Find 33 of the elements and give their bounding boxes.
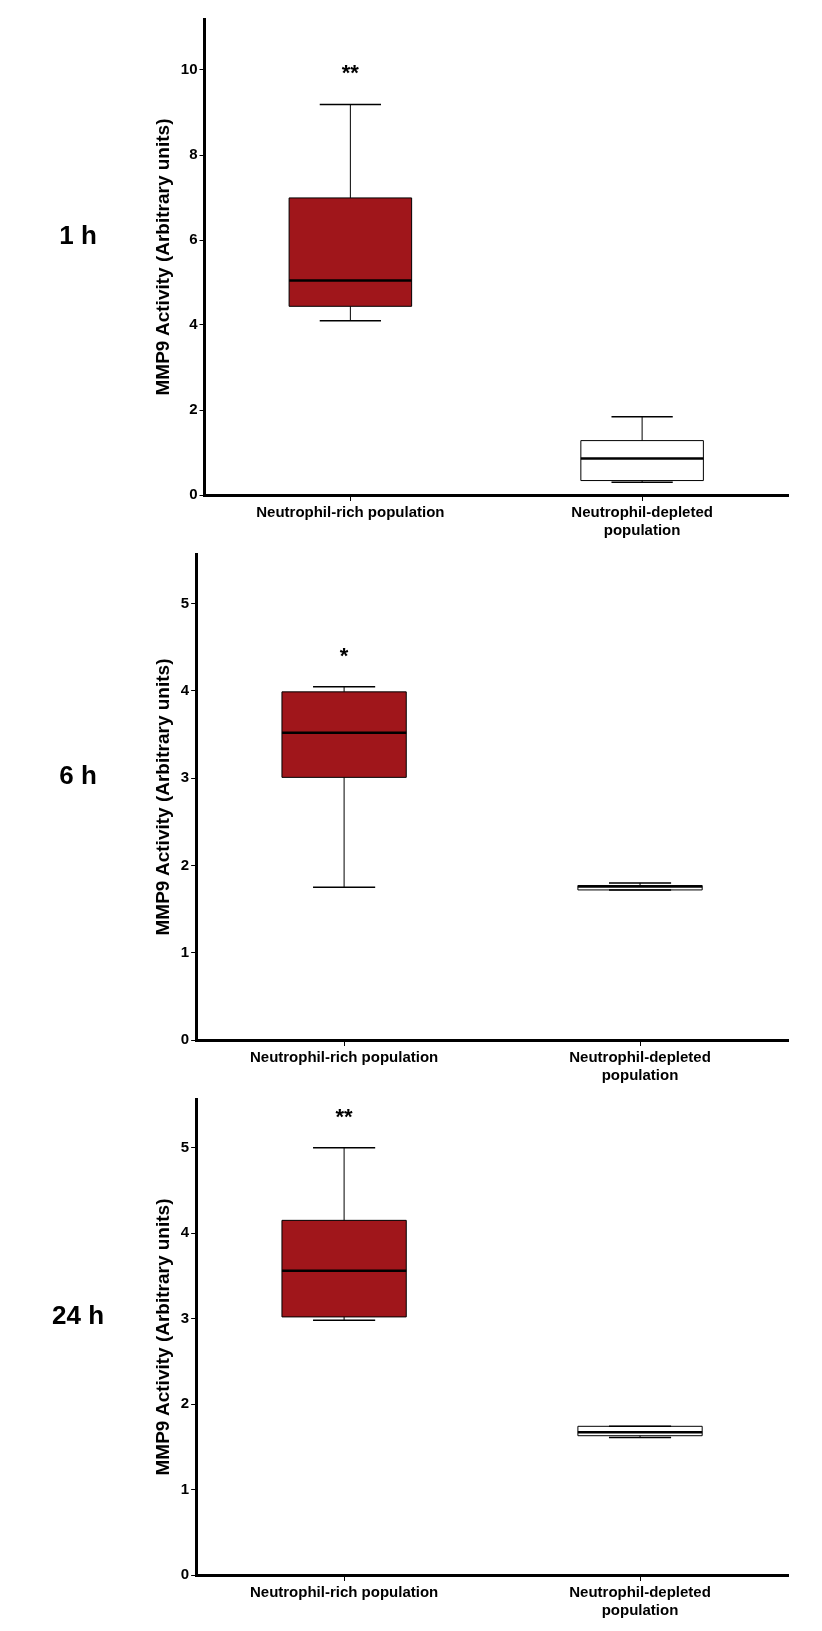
y-tick-label: 4 — [180, 1223, 190, 1241]
annotation: * — [339, 642, 349, 668]
x-tick-label: Neutrophil-depleted population — [569, 1048, 711, 1084]
annotation: ** — [335, 1103, 354, 1129]
x-tick-label: Neutrophil-depleted population — [569, 1583, 711, 1619]
x-tick-label: Neutrophil-rich population — [249, 1583, 439, 1601]
annotation: ** — [341, 60, 360, 86]
y-tick-label: 2 — [189, 400, 198, 418]
y-tick-label: 4 — [189, 315, 199, 333]
y-tick-label: 8 — [189, 145, 198, 163]
y-tick-label: 5 — [180, 593, 190, 611]
y-tick-label: 2 — [180, 1394, 190, 1412]
y-axis-title: MMP9 Activity (Arbitrary units) — [151, 658, 173, 936]
y-tick-label: 5 — [180, 1137, 190, 1155]
y-tick-label: 1 — [180, 1479, 190, 1497]
y-tick-label: 0 — [180, 1030, 190, 1048]
y-tick-label: 2 — [180, 855, 190, 873]
x-tick-label: Neutrophil-rich population — [249, 1048, 439, 1066]
y-axis-title: MMP9 Activity (Arbitrary units) — [151, 118, 173, 396]
text: 24 h — [51, 1300, 105, 1332]
y-tick-label: 6 — [189, 230, 198, 248]
y-axis-title: MMP9 Activity (Arbitrary units) — [151, 1198, 173, 1476]
y-tick-label: 0 — [189, 485, 198, 503]
y-tick-label: 0 — [180, 1565, 190, 1583]
text: 6 h — [58, 760, 98, 792]
y-tick-label: 10 — [180, 60, 198, 78]
y-tick-label: 1 — [180, 942, 190, 960]
x-tick-label: Neutrophil-rich population — [256, 503, 445, 521]
y-tick-label: 3 — [180, 1308, 190, 1326]
y-tick-label: 4 — [180, 681, 190, 699]
y-tick-label: 3 — [180, 768, 190, 786]
text: 1 h — [58, 220, 98, 252]
x-tick-label: Neutrophil-depleted population — [571, 503, 713, 539]
